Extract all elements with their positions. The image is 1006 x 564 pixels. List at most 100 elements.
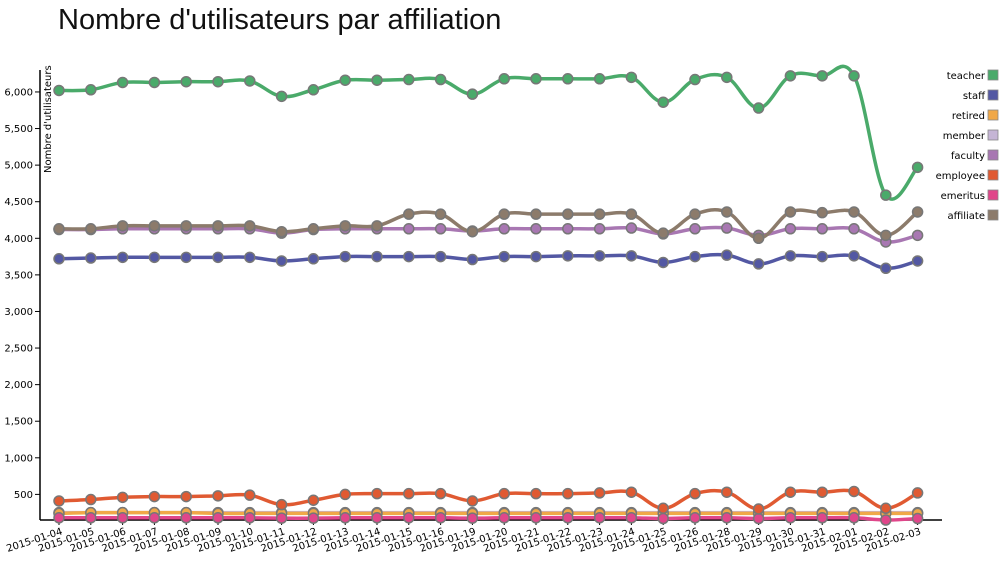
data-point-emeritus[interactable] — [116, 512, 129, 524]
data-point-teacher[interactable] — [784, 70, 797, 82]
data-point-affiliate[interactable] — [466, 225, 479, 238]
data-point-staff[interactable] — [784, 250, 797, 262]
data-point-staff[interactable] — [85, 252, 97, 264]
data-point-employee[interactable] — [339, 488, 351, 501]
data-point-staff[interactable] — [403, 250, 415, 263]
data-point-teacher[interactable] — [466, 88, 479, 100]
data-point-staff[interactable] — [371, 250, 383, 263]
data-point-employee[interactable] — [434, 487, 447, 500]
legend-item-teacher[interactable]: teacher — [947, 69, 999, 82]
data-point-affiliate[interactable] — [816, 206, 828, 219]
data-point-affiliate[interactable] — [212, 220, 224, 232]
data-point-affiliate[interactable] — [752, 232, 765, 245]
data-point-employee[interactable] — [657, 502, 669, 515]
data-point-affiliate[interactable] — [53, 223, 65, 235]
data-point-affiliate[interactable] — [625, 208, 638, 220]
data-point-teacher[interactable] — [244, 75, 256, 87]
data-point-teacher[interactable] — [657, 96, 669, 108]
data-point-teacher[interactable] — [275, 90, 288, 103]
data-point-staff[interactable] — [911, 255, 924, 267]
data-point-faculty[interactable] — [434, 223, 447, 235]
data-point-employee[interactable] — [307, 494, 320, 506]
data-point-teacher[interactable] — [880, 189, 892, 201]
legend-item-emeritus[interactable]: emeritus — [941, 189, 999, 202]
data-point-faculty[interactable] — [403, 223, 415, 235]
data-point-emeritus[interactable] — [339, 512, 351, 524]
data-point-staff[interactable] — [562, 250, 574, 262]
data-point-employee[interactable] — [148, 490, 161, 503]
data-point-employee[interactable] — [466, 495, 479, 507]
data-point-employee[interactable] — [784, 486, 797, 498]
data-point-teacher[interactable] — [530, 73, 542, 85]
data-point-employee[interactable] — [689, 487, 701, 500]
data-point-faculty[interactable] — [562, 223, 574, 235]
data-point-employee[interactable] — [562, 487, 574, 500]
data-point-emeritus[interactable] — [784, 512, 797, 524]
data-point-staff[interactable] — [466, 253, 479, 266]
data-point-staff[interactable] — [212, 251, 224, 264]
data-point-teacher[interactable] — [498, 73, 510, 85]
data-point-faculty[interactable] — [721, 222, 733, 234]
data-point-staff[interactable] — [593, 250, 606, 262]
data-point-employee[interactable] — [403, 487, 415, 500]
data-point-teacher[interactable] — [816, 70, 828, 82]
data-point-teacher[interactable] — [848, 70, 860, 82]
data-point-affiliate[interactable] — [371, 220, 383, 232]
data-point-affiliate[interactable] — [307, 223, 320, 235]
data-point-faculty[interactable] — [625, 222, 638, 234]
data-point-teacher[interactable] — [593, 73, 606, 85]
data-point-teacher[interactable] — [371, 74, 383, 86]
data-point-faculty[interactable] — [816, 223, 828, 235]
data-point-teacher[interactable] — [148, 76, 161, 89]
data-point-emeritus[interactable] — [657, 512, 669, 525]
data-point-faculty[interactable] — [530, 223, 542, 235]
data-point-affiliate[interactable] — [562, 208, 574, 220]
data-point-emeritus[interactable] — [212, 512, 224, 524]
data-point-affiliate[interactable] — [848, 206, 860, 218]
data-point-emeritus[interactable] — [721, 512, 733, 524]
data-point-employee[interactable] — [911, 487, 924, 499]
data-point-affiliate[interactable] — [85, 223, 97, 235]
data-point-emeritus[interactable] — [689, 512, 701, 524]
data-point-emeritus[interactable] — [53, 512, 65, 524]
data-point-affiliate[interactable] — [275, 225, 288, 238]
data-point-staff[interactable] — [434, 250, 447, 263]
data-point-affiliate[interactable] — [244, 220, 256, 232]
legend-item-member[interactable]: member — [943, 129, 999, 142]
data-point-employee[interactable] — [275, 498, 288, 511]
data-point-teacher[interactable] — [403, 73, 415, 86]
data-point-employee[interactable] — [593, 487, 606, 499]
legend-item-faculty[interactable]: faculty — [951, 149, 999, 162]
data-point-teacher[interactable] — [85, 84, 97, 96]
data-point-staff[interactable] — [53, 253, 65, 265]
data-point-staff[interactable] — [339, 250, 351, 263]
data-point-faculty[interactable] — [848, 223, 860, 235]
data-point-employee[interactable] — [53, 495, 65, 507]
data-point-emeritus[interactable] — [148, 512, 161, 524]
data-point-staff[interactable] — [275, 255, 288, 267]
data-point-faculty[interactable] — [784, 223, 797, 235]
data-point-emeritus[interactable] — [275, 512, 288, 524]
data-point-staff[interactable] — [721, 249, 733, 261]
data-point-teacher[interactable] — [752, 102, 765, 114]
data-point-staff[interactable] — [880, 262, 892, 275]
data-point-emeritus[interactable] — [85, 512, 97, 524]
data-point-emeritus[interactable] — [434, 512, 447, 524]
data-point-emeritus[interactable] — [848, 512, 860, 524]
data-point-affiliate[interactable] — [530, 208, 542, 220]
data-point-staff[interactable] — [848, 250, 860, 262]
data-point-staff[interactable] — [689, 250, 701, 263]
legend-item-staff[interactable]: staff — [963, 89, 999, 102]
data-point-affiliate[interactable] — [911, 206, 924, 218]
data-point-emeritus[interactable] — [752, 512, 765, 525]
data-point-affiliate[interactable] — [180, 220, 192, 232]
data-point-employee[interactable] — [816, 486, 828, 498]
data-point-affiliate[interactable] — [116, 220, 129, 232]
data-point-emeritus[interactable] — [371, 512, 383, 524]
data-point-teacher[interactable] — [689, 73, 701, 86]
data-point-employee[interactable] — [498, 487, 510, 500]
data-point-faculty[interactable] — [593, 223, 606, 235]
data-point-staff[interactable] — [307, 253, 320, 265]
data-point-staff[interactable] — [530, 250, 542, 263]
data-point-faculty[interactable] — [911, 229, 924, 242]
